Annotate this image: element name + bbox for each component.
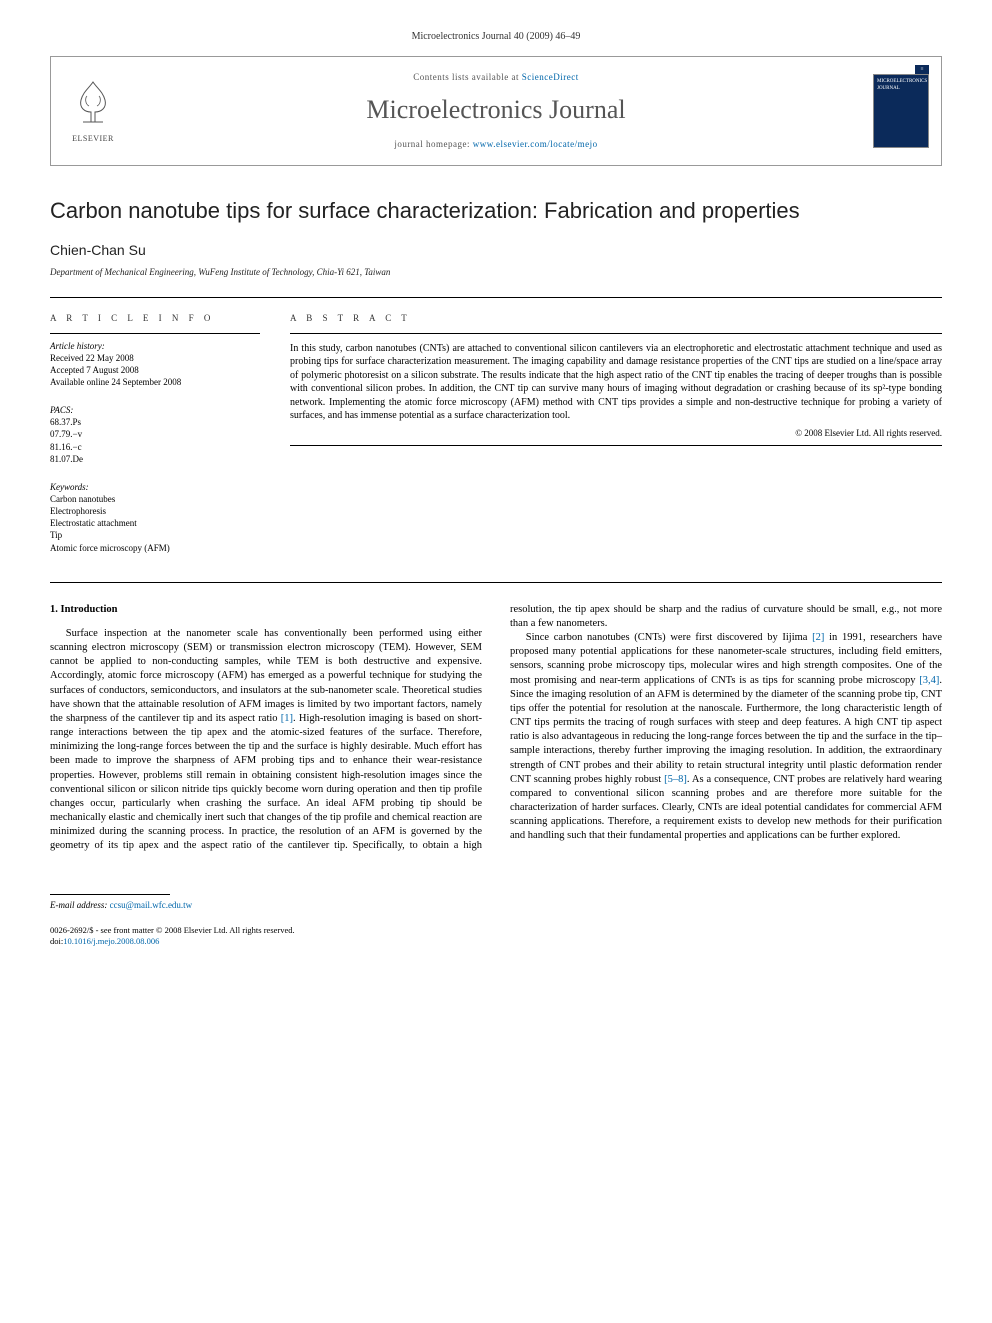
homepage-link[interactable]: www.elsevier.com/locate/mejo — [473, 139, 598, 149]
journal-name: Microelectronics Journal — [143, 92, 849, 128]
history-label: Article history: — [50, 340, 260, 352]
header-rule — [50, 297, 942, 298]
abstract-text: In this study, carbon nanotubes (CNTs) a… — [290, 342, 942, 423]
publisher-name: ELSEVIER — [63, 133, 123, 144]
body-text: . Since the imaging resolution of an AFM… — [510, 675, 942, 785]
author-name: Chien-Chan Su — [50, 241, 942, 261]
history-received: Received 22 May 2008 — [50, 352, 260, 364]
email-label: E-mail address: — [50, 900, 110, 910]
pacs-code: 81.07.De — [50, 453, 260, 465]
email-link[interactable]: ccsu@mail.wfc.edu.tw — [110, 900, 193, 910]
elsevier-tree-icon — [69, 78, 117, 126]
homepage-prefix: journal homepage: — [394, 139, 472, 149]
keyword: Carbon nanotubes — [50, 493, 260, 505]
contents-available-line: Contents lists available at ScienceDirec… — [143, 71, 849, 84]
citation-ref[interactable]: [5–8] — [664, 774, 687, 785]
article-history-block: Article history: Received 22 May 2008 Ac… — [50, 333, 260, 389]
keywords-label: Keywords: — [50, 481, 260, 493]
keyword: Electrostatic attachment — [50, 517, 260, 529]
history-accepted: Accepted 7 August 2008 — [50, 364, 260, 376]
publisher-logo: ELSEVIER — [63, 78, 123, 144]
history-online: Available online 24 September 2008 — [50, 376, 260, 388]
corresponding-email: E-mail address: ccsu@mail.wfc.edu.tw — [50, 899, 942, 912]
article-info-column: A R T I C L E I N F O Article history: R… — [50, 302, 260, 564]
body-text: Surface inspection at the nanometer scal… — [50, 628, 482, 724]
pacs-label: PACS: — [50, 404, 260, 416]
citation-ref[interactable]: [3,4] — [919, 675, 939, 686]
citation-ref[interactable]: [2] — [812, 632, 824, 643]
body-paragraph: Since carbon nanotubes (CNTs) were first… — [510, 631, 942, 844]
pacs-block: PACS: 68.37.Ps 07.79.−v 81.16.−c 81.07.D… — [50, 398, 260, 465]
pacs-code: 07.79.−v — [50, 428, 260, 440]
citation-ref[interactable]: [1] — [281, 713, 293, 724]
footnote-rule — [50, 894, 170, 895]
article-body: 1. Introduction Surface inspection at th… — [50, 603, 942, 854]
section-heading-introduction: 1. Introduction — [50, 603, 482, 617]
keyword: Atomic force microscopy (AFM) — [50, 542, 260, 554]
abstract-column: A B S T R A C T In this study, carbon na… — [290, 302, 942, 564]
journal-cover-thumb: MICROELECTRONICS JOURNAL — [873, 74, 929, 148]
footer-meta: 0026-2692/$ - see front matter © 2008 El… — [50, 925, 942, 947]
citation-header: Microelectronics Journal 40 (2009) 46–49 — [50, 30, 942, 44]
contents-prefix: Contents lists available at — [413, 72, 521, 82]
homepage-line: journal homepage: www.elsevier.com/locat… — [143, 138, 849, 151]
doi-link[interactable]: 10.1016/j.mejo.2008.08.006 — [63, 936, 159, 946]
footer-issn: 0026-2692/$ - see front matter © 2008 El… — [50, 925, 942, 936]
keywords-block: Keywords: Carbon nanotubes Electrophores… — [50, 475, 260, 554]
pacs-code: 68.37.Ps — [50, 416, 260, 428]
keyword: Electrophoresis — [50, 505, 260, 517]
article-info-label: A R T I C L E I N F O — [50, 312, 260, 325]
sciencedirect-link[interactable]: ScienceDirect — [522, 72, 579, 82]
journal-cover-text: MICROELECTRONICS JOURNAL — [877, 79, 927, 91]
abstract-copyright: © 2008 Elsevier Ltd. All rights reserved… — [290, 427, 942, 440]
doi-label: doi: — [50, 936, 63, 946]
keyword: Tip — [50, 529, 260, 541]
pacs-code: 81.16.−c — [50, 441, 260, 453]
abstract-bottom-rule — [290, 445, 942, 446]
body-top-rule — [50, 582, 942, 583]
article-title: Carbon nanotube tips for surface charact… — [50, 196, 942, 227]
author-affiliation: Department of Mechanical Engineering, Wu… — [50, 266, 942, 279]
abstract-label: A B S T R A C T — [290, 312, 942, 325]
body-text: Since carbon nanotubes (CNTs) were first… — [526, 632, 812, 643]
journal-header-box: ≡ ELSEVIER Contents lists available at S… — [50, 56, 942, 166]
